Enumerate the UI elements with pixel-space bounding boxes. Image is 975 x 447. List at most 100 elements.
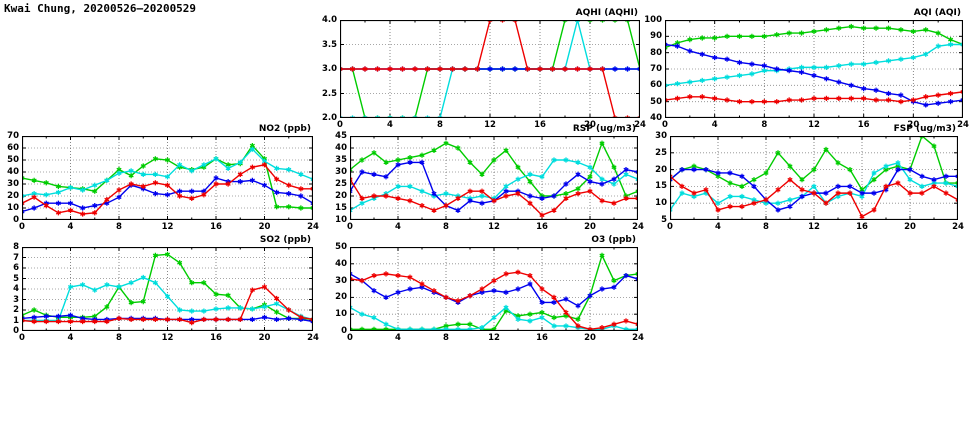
- x-tick-label: 20: [258, 333, 271, 343]
- y-tick-label: 30: [655, 131, 667, 141]
- y-tick-label: 15: [655, 181, 667, 192]
- x-tick-label: 20: [584, 120, 596, 130]
- chart-panel-no2: NO2 (ppb) 0 10 20 30 40 50 60 70 0 4 8 12 16 20 24: [7, 124, 319, 232]
- chart-title-o3: O3 (ppb): [591, 235, 636, 245]
- y-tick-label: 2.5: [321, 88, 337, 99]
- x-tick-label: 24: [957, 120, 969, 130]
- y-tick-label: 25: [655, 147, 667, 158]
- series-day3: [350, 271, 638, 309]
- y-tick-label: 10: [335, 215, 347, 225]
- x-tick-label: 20: [904, 222, 916, 232]
- y-tick-label: 100: [644, 15, 662, 25]
- x-tick-label: 4: [711, 120, 718, 130]
- chart-title-fsp: FSP (ug/m3): [893, 124, 956, 134]
- x-tick-label: 8: [443, 222, 449, 232]
- y-tick-label: 6: [13, 263, 19, 273]
- chart-plot-no2: [22, 136, 313, 220]
- x-tick-label: 24: [307, 333, 319, 343]
- x-tick-label: 0: [347, 333, 353, 343]
- x-tick-label: 4: [67, 222, 74, 232]
- x-tick-label: 8: [443, 333, 449, 343]
- x-tick-label: 12: [484, 120, 496, 130]
- y-tick-label: 50: [335, 242, 347, 252]
- series-day1: [350, 140, 638, 199]
- y-tick-label: 40: [7, 167, 19, 177]
- x-tick-label: 24: [632, 333, 644, 343]
- x-tick-label: 16: [857, 120, 870, 130]
- chart-title-so2: SO2 (ppb): [259, 235, 311, 245]
- series-day4: [22, 284, 313, 326]
- y-tick-label: 10: [655, 198, 667, 209]
- y-tick-label: 8: [13, 242, 19, 252]
- series-markers: [22, 146, 313, 199]
- x-tick-label: 8: [116, 333, 122, 343]
- series-markers: [350, 176, 638, 218]
- x-tick-label: 4: [67, 333, 74, 343]
- x-tick-label: 0: [19, 333, 25, 343]
- x-tick-label: 24: [307, 222, 319, 232]
- x-tick-label: 16: [536, 222, 548, 232]
- chart-panel-aqi: AQI (AQI) 40 50 60 70 80 90 100 0 4 8 12 16 20 24: [644, 8, 969, 130]
- series-markers: [22, 162, 313, 217]
- page-title: Kwai Chung, 20200526–20200529: [4, 2, 197, 15]
- series-markers: [350, 140, 638, 199]
- y-tick-label: 45: [335, 131, 347, 141]
- chart-plot-fsp: [670, 136, 958, 220]
- y-tick-label: 5: [13, 273, 19, 284]
- series-day2: [350, 157, 638, 213]
- y-tick-label: 0: [341, 326, 347, 336]
- y-tick-label: 4.0: [321, 15, 337, 25]
- plot-frame: [22, 136, 313, 220]
- x-tick-label: 4: [395, 222, 401, 232]
- chart-title-aqhi: AQHI (AQHI): [575, 8, 638, 18]
- x-tick-label: 20: [907, 120, 920, 130]
- series-markers: [665, 23, 963, 51]
- y-tick-label: 0: [13, 215, 19, 225]
- chart-panel-fsp: FSP (ug/m3) 5 10 15 20 25 30 0 4 8 12 16 20 24: [655, 124, 964, 232]
- y-tick-label: 20: [7, 191, 19, 201]
- chart-plot-o3: [350, 247, 638, 331]
- y-tick-label: 5: [661, 215, 667, 225]
- series-day4: [350, 269, 638, 331]
- y-tick-label: 30: [335, 275, 347, 286]
- y-tick-label: 10: [7, 203, 19, 213]
- y-tick-label: 4: [13, 284, 19, 294]
- x-tick-label: 0: [667, 222, 673, 232]
- x-tick-label: 4: [715, 222, 721, 232]
- y-tick-label: 3.0: [321, 64, 337, 74]
- x-tick-label: 0: [337, 120, 343, 130]
- x-tick-label: 16: [536, 333, 548, 343]
- chart-panel-rsp: RSP (ug/m3) 10 15 20 25 30 35 40 45 0 4 8 12 16 20 24: [335, 124, 644, 232]
- plot-frame: [665, 20, 963, 118]
- y-tick-label: 35: [335, 155, 347, 165]
- y-tick-label: 80: [650, 47, 662, 58]
- y-tick-label: 70: [7, 131, 19, 141]
- series-day1: [665, 23, 963, 51]
- x-tick-label: 16: [856, 222, 868, 232]
- x-tick-label: 24: [632, 222, 644, 232]
- series-markers: [665, 41, 963, 88]
- series-markers: [665, 41, 963, 108]
- x-tick-label: 16: [210, 222, 222, 232]
- y-tick-label: 70: [650, 64, 662, 74]
- chart-title-aqi: AQI (AQI): [913, 8, 961, 18]
- series-markers: [350, 271, 638, 309]
- series-day4: [350, 176, 638, 218]
- series-day2: [22, 146, 313, 199]
- chart-panel-o3: O3 (ppb) 0 10 20 30 40 50 0 4 8 12 16 20 24: [335, 235, 644, 343]
- x-tick-label: 12: [161, 333, 174, 343]
- chart-title-no2: NO2 (ppb): [258, 124, 311, 134]
- y-tick-label: 20: [655, 164, 667, 175]
- series-markers: [22, 284, 313, 326]
- x-tick-label: 20: [584, 222, 596, 232]
- y-tick-label: 40: [335, 258, 347, 269]
- y-tick-label: 90: [650, 31, 662, 42]
- plot-frame: [22, 247, 313, 331]
- x-tick-label: 16: [534, 120, 546, 130]
- chart-panel-aqhi: AQHI (AQHI) 2.0 2.5 3.0 3.5 4.0 0 4 8 12 16 20 24: [322, 8, 646, 130]
- x-tick-label: 8: [116, 222, 122, 232]
- series-markers: [350, 269, 638, 331]
- y-tick-label: 2.0: [321, 113, 337, 123]
- series-markers: [350, 157, 638, 213]
- x-tick-label: 8: [437, 120, 443, 130]
